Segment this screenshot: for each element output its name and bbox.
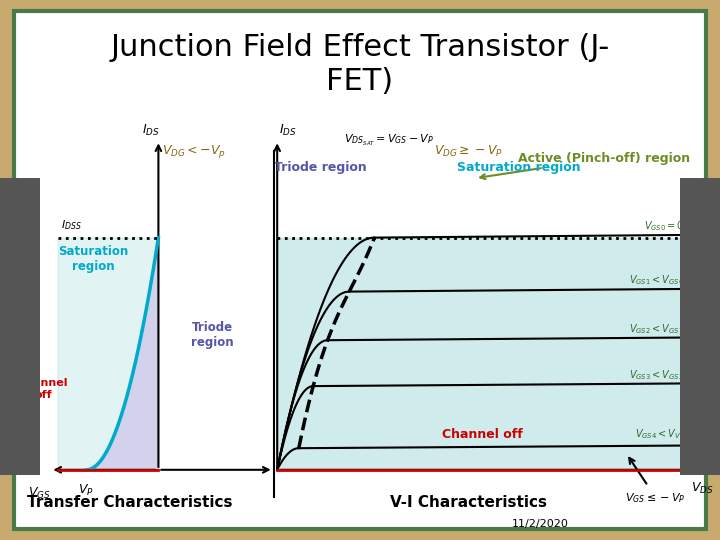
Text: $V_{GS} \leq -V_P$: $V_{GS} \leq -V_P$ (625, 491, 685, 505)
Text: Triode
region: Triode region (191, 321, 234, 349)
Polygon shape (277, 238, 691, 470)
Text: Active (Pinch-off) region: Active (Pinch-off) region (480, 152, 690, 179)
Text: $V_{GS2} < V_{GS1}$: $V_{GS2} < V_{GS1}$ (629, 322, 684, 336)
Text: $V_{DG} < -V_p$: $V_{DG} < -V_p$ (163, 143, 226, 160)
Text: $V_{GS}$: $V_{GS}$ (28, 486, 51, 501)
Text: 11/2/2020: 11/2/2020 (512, 519, 568, 529)
Text: $V_{GS4} < V_{V_p}$: $V_{GS4} < V_{V_p}$ (635, 428, 684, 444)
Text: $V_{DG} \geq -V_P$: $V_{DG} \geq -V_P$ (433, 144, 503, 159)
Text: $I_{DS}$: $I_{DS}$ (279, 123, 297, 138)
Text: $V_{DS_{SAT}} = V_{GS} - V_P$: $V_{DS_{SAT}} = V_{GS} - V_P$ (343, 133, 434, 148)
Text: Channel
off: Channel off (18, 378, 68, 400)
Text: $V_{GS1} < V_{GS0}$: $V_{GS1} < V_{GS0}$ (629, 273, 684, 287)
Text: $V_P$: $V_P$ (78, 483, 94, 498)
Text: $I_{DSS}$: $I_{DSS}$ (61, 218, 82, 232)
Text: $V_{GS3} < V_{GS2}$: $V_{GS3} < V_{GS2}$ (629, 368, 684, 382)
Text: $I_{DS}$: $I_{DS}$ (143, 123, 160, 138)
Text: Channel off: Channel off (442, 428, 523, 441)
Bar (680, 178, 720, 475)
Text: $V_{DS}$: $V_{DS}$ (690, 481, 714, 496)
Text: Triode region: Triode region (274, 161, 366, 174)
Text: Saturation
region: Saturation region (58, 245, 129, 273)
Bar (0, 178, 40, 475)
Text: $V_{GS0} = 0$: $V_{GS0} = 0$ (644, 219, 684, 233)
Text: V-I Characteristics: V-I Characteristics (390, 495, 546, 510)
Text: Junction Field Effect Transistor (J-
FET): Junction Field Effect Transistor (J- FET… (110, 33, 610, 96)
Text: Transfer Characteristics: Transfer Characteristics (27, 495, 233, 510)
Text: Saturation region: Saturation region (456, 161, 580, 174)
